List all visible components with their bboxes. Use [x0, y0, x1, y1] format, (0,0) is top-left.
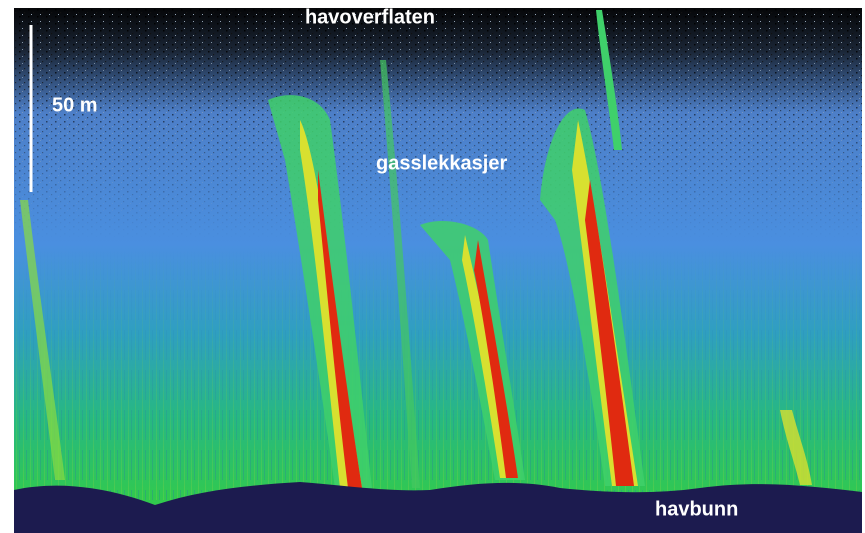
echogram: havoverflaten 50 m gasslekkasjer havbunn: [0, 0, 865, 533]
surface-noise: [14, 8, 862, 238]
scale-label: 50 m: [52, 94, 98, 116]
seabed-label: havbunn: [655, 498, 738, 520]
bottom-streaks: [14, 250, 862, 500]
plume-label: gasslekkasjer: [376, 152, 507, 174]
surface-label: havoverflaten: [305, 6, 435, 28]
page: havoverflaten 50 m gasslekkasjer havbunn…: [0, 0, 865, 533]
